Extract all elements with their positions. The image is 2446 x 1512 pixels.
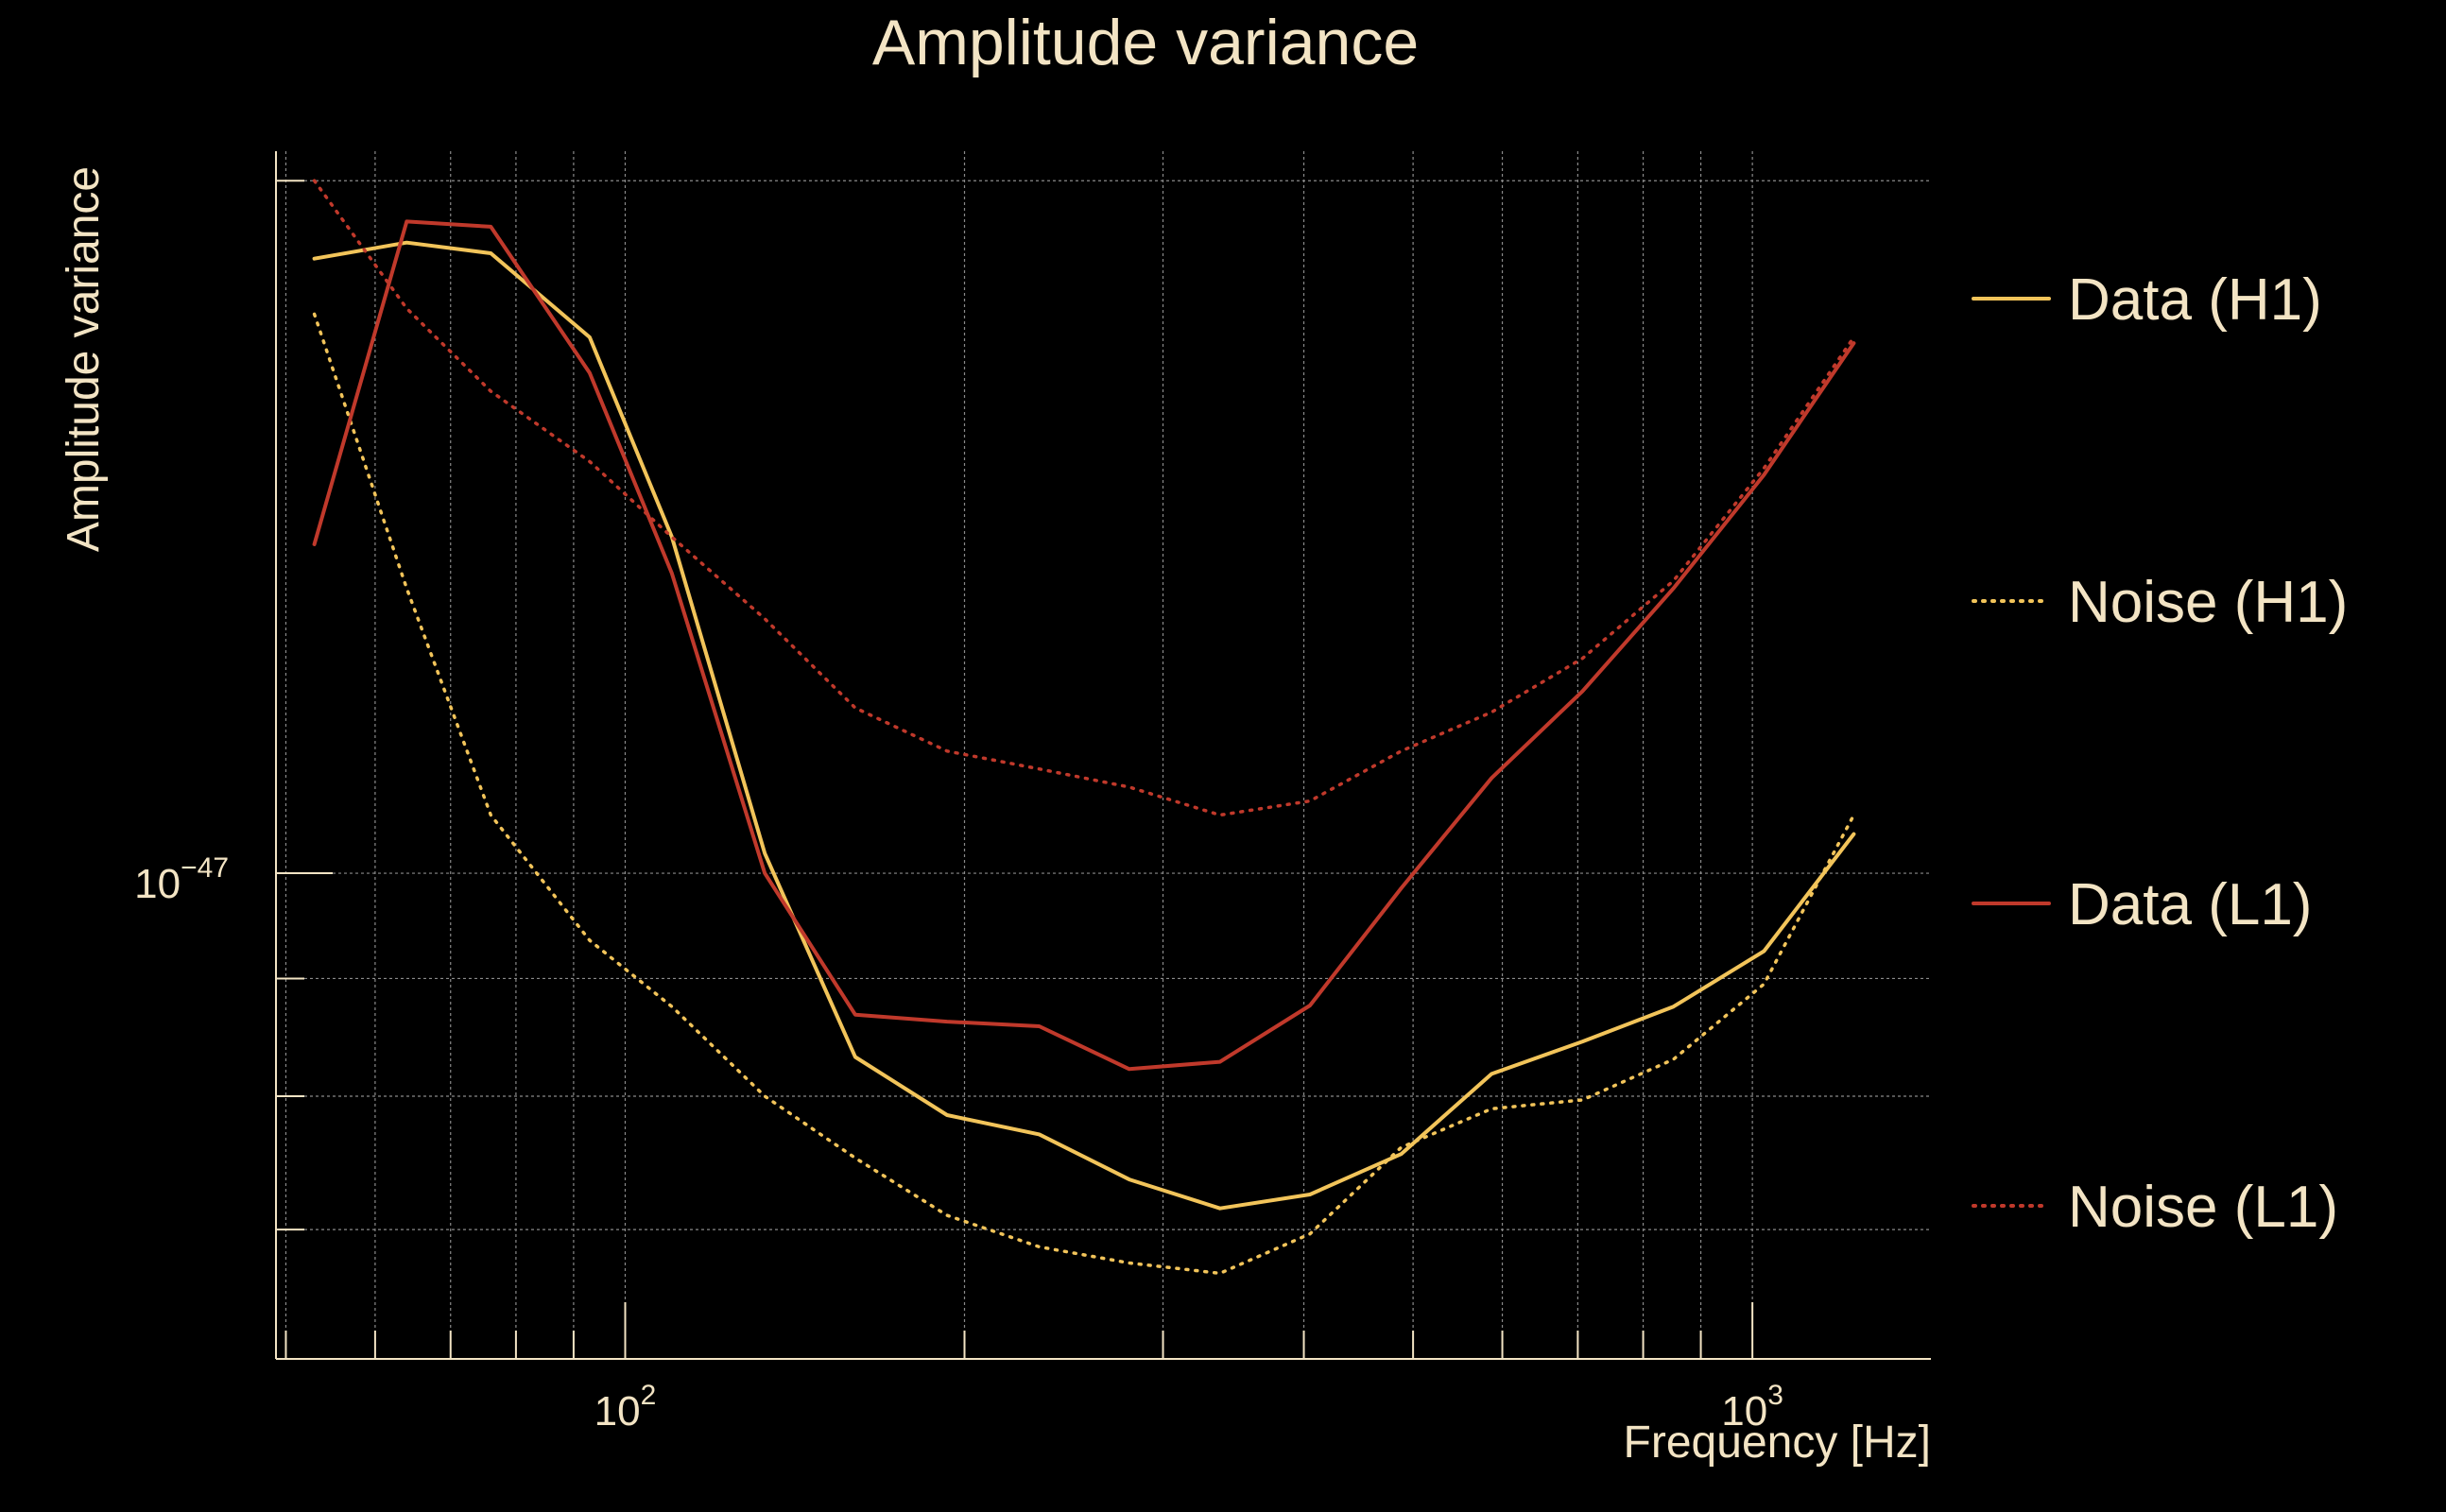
series-line-noise-h1 [312,312,1856,1276]
grid [276,151,1931,1359]
axes [275,151,1931,1360]
x-tick-label: 103 [1721,1380,1783,1435]
series-line-data-l1 [312,219,1856,1072]
legend-label: Data (L1) [2068,872,2312,937]
legend-label: Noise (L1) [2068,1175,2338,1240]
series-lines [312,179,1856,1276]
chart-title: Amplitude variance [872,7,1419,78]
y-axis-label: Amplitude variance [59,166,109,552]
series-line-data-h1 [312,240,1856,1211]
legend-item: Data (L1) [1972,872,2312,937]
legend-item: Data (H1) [1972,267,2322,333]
legend-item: Noise (L1) [1972,1175,2338,1240]
legend-label: Noise (H1) [2068,570,2348,635]
legend: Data (H1) Noise (H1) Data (L1) Noise (L1) [1972,267,2348,1240]
series-line-noise-l1 [312,179,1856,817]
legend-item: Noise (H1) [1972,570,2348,635]
legend-label: Data (H1) [2068,267,2322,333]
x-axis-label: Frequency [Hz] [1624,1418,1931,1468]
